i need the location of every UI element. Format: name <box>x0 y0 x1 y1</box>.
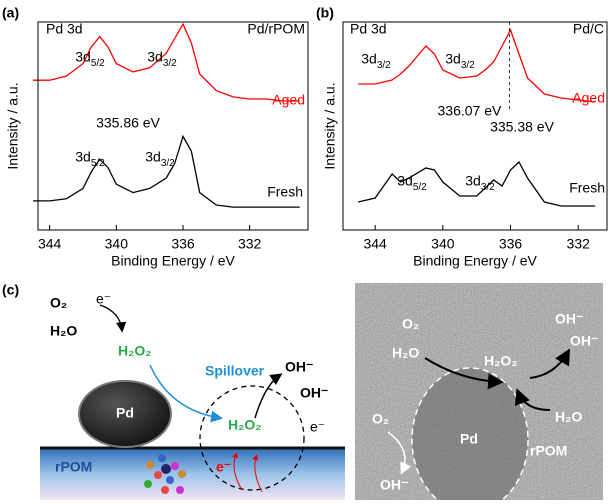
x-axis-label: Binding Energy / eV <box>111 253 235 269</box>
label: OH⁻ <box>555 311 583 327</box>
x-tick-label: 340 <box>431 236 455 252</box>
x-axis-label: Binding Energy / eV <box>413 253 537 269</box>
panel-label: (c) <box>2 282 19 298</box>
chart-title: Pd 3d <box>350 21 387 37</box>
panel-label: (b) <box>316 5 334 21</box>
annotation: 3d5/2 <box>397 173 427 193</box>
label: H₂O₂ <box>484 353 517 369</box>
x-tick-label: 336 <box>171 236 195 252</box>
label: H₂O₂ <box>118 343 151 359</box>
annotation-subscript: 3/2 <box>481 182 495 193</box>
tem-image: O₂ H₂O H₂O₂ OH⁻ OH⁻ H₂O rPOM O₂ Pd OH⁻ <box>355 283 603 504</box>
annotation-subscript: 5/2 <box>91 158 105 169</box>
series-label: Fresh <box>569 180 605 196</box>
label: e⁻ <box>310 419 325 435</box>
annotation: 3d3/2 <box>145 149 175 169</box>
label: Pd <box>116 405 134 421</box>
series-label: Aged <box>572 90 605 106</box>
label: H₂O₂ <box>228 417 261 433</box>
label: H₂O <box>50 323 77 339</box>
reference-label: 336.07 eV <box>438 103 502 119</box>
annotation-subscript: 5/2 <box>413 182 427 193</box>
panel-label: (a) <box>2 5 19 21</box>
annotation: 335.86 eV <box>96 115 160 131</box>
label: OH⁻ <box>380 477 408 493</box>
y-axis-label: Intensity / a.u. <box>5 82 21 169</box>
chart-subtitle: Pd/rPOM <box>247 21 305 37</box>
label: O₂ <box>50 295 67 311</box>
arrow <box>255 375 280 418</box>
label: rPOM <box>55 459 92 475</box>
label: H₂O <box>392 345 419 361</box>
figure: (c) O₂ e⁻ H₂O H₂O₂ Spillover OH⁻ OH⁻ Pd … <box>0 0 608 504</box>
chart-subtitle: Pd/C <box>573 21 604 37</box>
x-tick-label: 344 <box>38 236 62 252</box>
series-label: Aged <box>272 92 305 108</box>
spectrum-line <box>358 30 595 102</box>
x-tick-label: 332 <box>567 236 591 252</box>
schematic: (c) O₂ e⁻ H₂O H₂O₂ Spillover OH⁻ OH⁻ Pd … <box>2 282 345 500</box>
x-tick-label: 340 <box>105 236 129 252</box>
plot-frame <box>343 22 607 230</box>
annotation-subscript: 3/2 <box>377 60 391 71</box>
annotation: 3d3/2 <box>361 51 391 71</box>
annotation-subscript: 3/2 <box>461 60 475 71</box>
label: Pd <box>460 431 478 447</box>
arrow <box>100 305 122 330</box>
label: e⁻ <box>216 459 231 475</box>
label: OH⁻ <box>300 385 328 401</box>
label: e⁻ <box>96 291 111 307</box>
label: H₂O <box>555 409 582 425</box>
label: OH⁻ <box>285 359 313 375</box>
x-tick-label: 344 <box>363 236 387 252</box>
x-tick-label: 336 <box>499 236 523 252</box>
annotation-subscript: 5/2 <box>91 58 105 69</box>
y-axis-label: Intensity / a.u. <box>322 82 338 169</box>
annotation: 3d5/2 <box>75 149 105 169</box>
x-tick-label: 332 <box>238 236 262 252</box>
spectrum-line <box>33 136 300 207</box>
label: O₂ <box>402 316 419 332</box>
chart-title: Pd 3d <box>46 21 83 37</box>
annotation-subscript: 3/2 <box>163 58 177 69</box>
annotation: 3d3/2 <box>465 173 495 193</box>
series-label: Fresh <box>267 184 303 200</box>
label: O₂ <box>372 411 389 427</box>
label: Spillover <box>205 363 265 379</box>
label: OH⁻ <box>570 333 598 349</box>
annotation-subscript: 3/2 <box>161 158 175 169</box>
annotation: 335.38 eV <box>490 119 554 135</box>
annotation: 3d3/2 <box>445 51 475 71</box>
label: rPOM <box>530 443 567 459</box>
